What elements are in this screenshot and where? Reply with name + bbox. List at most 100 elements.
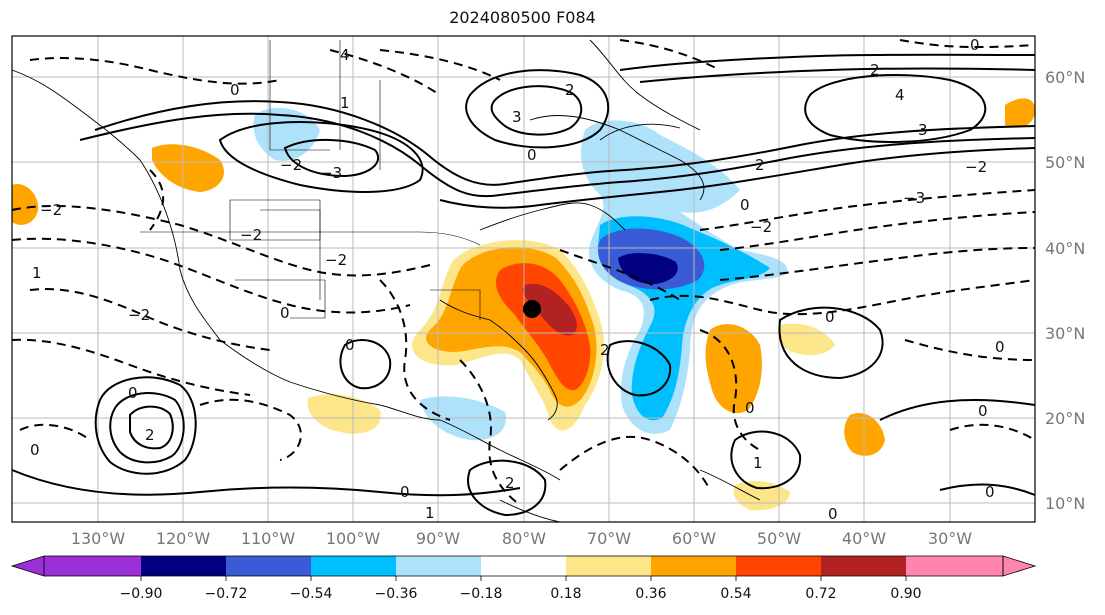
lon-label: 90°W bbox=[416, 529, 460, 548]
contour-low-nw bbox=[218, 121, 424, 193]
contour-label: 0 bbox=[828, 505, 838, 523]
colorbar-segment bbox=[396, 556, 481, 576]
lon-label: 120°W bbox=[156, 529, 211, 548]
contour-atl-high bbox=[606, 340, 672, 397]
field-darkred-southeast bbox=[522, 283, 577, 336]
contour-label: 0 bbox=[230, 81, 240, 99]
field-warm-atlantic-east bbox=[777, 323, 835, 356]
lon-label: 60°W bbox=[672, 529, 716, 548]
colorbar-tick-label: −0.72 bbox=[205, 586, 248, 602]
contour-label: 0 bbox=[345, 336, 355, 354]
contour-tropical-atl bbox=[730, 430, 802, 490]
colorbar-tick-label: 0.18 bbox=[550, 586, 581, 602]
contour-label: 0 bbox=[128, 384, 138, 402]
colorbar-tick-label: −0.90 bbox=[120, 586, 163, 602]
contour-label: 3 bbox=[512, 108, 522, 126]
contour-label: −2 bbox=[280, 156, 302, 174]
contour-label: 0 bbox=[985, 483, 995, 501]
contour-label: 1 bbox=[425, 504, 435, 522]
colorbar-tick-label: 0.36 bbox=[635, 586, 666, 602]
colorbar-segment bbox=[44, 556, 141, 576]
colorbar-segment bbox=[736, 556, 821, 576]
coastlines bbox=[11, 39, 761, 523]
latitude-axis: 60°N 50°N 40°N 30°N 20°N 10°N bbox=[1045, 68, 1085, 513]
contour-zero-south bbox=[11, 469, 521, 497]
contour-label: 3 bbox=[918, 121, 928, 139]
colorbar-segment bbox=[481, 556, 566, 576]
contour-jet-2 bbox=[94, 100, 1036, 186]
lat-label: 30°N bbox=[1045, 324, 1085, 343]
lon-label: 30°W bbox=[928, 529, 972, 548]
map-frame bbox=[11, 35, 1036, 523]
contour-east-low bbox=[939, 483, 1036, 496]
contour-high-north-inner bbox=[490, 85, 583, 136]
contour-label: 4 bbox=[895, 86, 905, 104]
contour-label: 2 bbox=[145, 426, 155, 444]
contour-label: 0 bbox=[280, 304, 290, 322]
political-borders bbox=[140, 40, 481, 320]
shaded-fields bbox=[12, 98, 1035, 511]
contour-top-2 bbox=[639, 67, 1036, 83]
colorbar bbox=[10, 555, 1037, 577]
contour-lines bbox=[11, 53, 1036, 517]
field-red-southeast bbox=[495, 263, 591, 391]
field-warm-far-ne bbox=[1005, 98, 1035, 128]
field-warm-west-edge bbox=[12, 184, 39, 225]
contour-label: 1 bbox=[340, 94, 350, 112]
contour-label: 2 bbox=[870, 61, 880, 79]
colorbar-tick-marks bbox=[140, 576, 907, 581]
contour-label: 2 bbox=[505, 474, 515, 492]
colorbar-segment bbox=[566, 556, 651, 576]
contour-sw-tropical-2 bbox=[109, 392, 185, 464]
contour-label: 2 bbox=[600, 341, 610, 359]
colorbar-tick-label: −0.18 bbox=[460, 586, 503, 602]
storm-center-marker bbox=[523, 300, 541, 318]
contour-label: 2 bbox=[755, 156, 765, 174]
colorbar-tick-label: −0.54 bbox=[290, 586, 333, 602]
lat-label: 60°N bbox=[1045, 68, 1085, 87]
colorbar-tick-label: 0.90 bbox=[890, 586, 921, 602]
colorbar-segment bbox=[311, 556, 396, 576]
lon-label: 70°W bbox=[587, 529, 631, 548]
lon-label: 100°W bbox=[326, 529, 381, 548]
contour-high-east bbox=[804, 74, 987, 143]
contour-label: 0 bbox=[995, 338, 1005, 356]
contour-label: −2 bbox=[40, 201, 62, 219]
contour-label: 0 bbox=[745, 399, 755, 417]
contour-label: −2 bbox=[750, 218, 772, 236]
colorbar-segment bbox=[226, 556, 311, 576]
contour-label: 0 bbox=[400, 483, 410, 501]
colorbar-ticks: −0.90 −0.72 −0.54 −0.36 −0.18 0.18 0.36 … bbox=[120, 586, 922, 602]
contour-zero-east bbox=[879, 399, 1036, 421]
field-warm-caribbean bbox=[307, 394, 381, 434]
colorbar-tick-label: 0.72 bbox=[805, 586, 836, 602]
lon-label: 130°W bbox=[71, 529, 126, 548]
contour-label: 0 bbox=[740, 196, 750, 214]
contour-label: 2 bbox=[565, 81, 575, 99]
contour-label: 0 bbox=[30, 441, 40, 459]
colorbar-segment bbox=[141, 556, 226, 576]
lat-label: 40°N bbox=[1045, 239, 1085, 258]
contour-label: 1 bbox=[753, 454, 763, 472]
contour-label: −2 bbox=[965, 158, 987, 176]
field-warm-atlantic-se bbox=[844, 412, 885, 456]
contour-label: 1 bbox=[32, 264, 42, 282]
contour-label: 0 bbox=[978, 402, 988, 420]
contour-sw-tropical bbox=[94, 376, 197, 475]
lon-label: 40°W bbox=[842, 529, 886, 548]
lon-label: 110°W bbox=[241, 529, 296, 548]
colorbar-extend-high bbox=[1002, 555, 1037, 577]
longitude-axis: 130°W 120°W 110°W 100°W 90°W 80°W 70°W 6… bbox=[71, 529, 972, 548]
contour-sw-tropical-3 bbox=[129, 405, 174, 450]
contour-label: −2 bbox=[240, 226, 262, 244]
colorbar-segment bbox=[906, 556, 1003, 576]
contour-label: 0 bbox=[527, 146, 537, 164]
contour-label: −3 bbox=[903, 189, 925, 207]
contour-label: 0 bbox=[825, 308, 835, 326]
contour-high-north bbox=[465, 69, 610, 149]
contour-label: −2 bbox=[128, 306, 150, 324]
field-warm-pacific-nw bbox=[152, 144, 224, 192]
lat-label: 50°N bbox=[1045, 153, 1085, 172]
lon-label: 50°W bbox=[757, 529, 801, 548]
